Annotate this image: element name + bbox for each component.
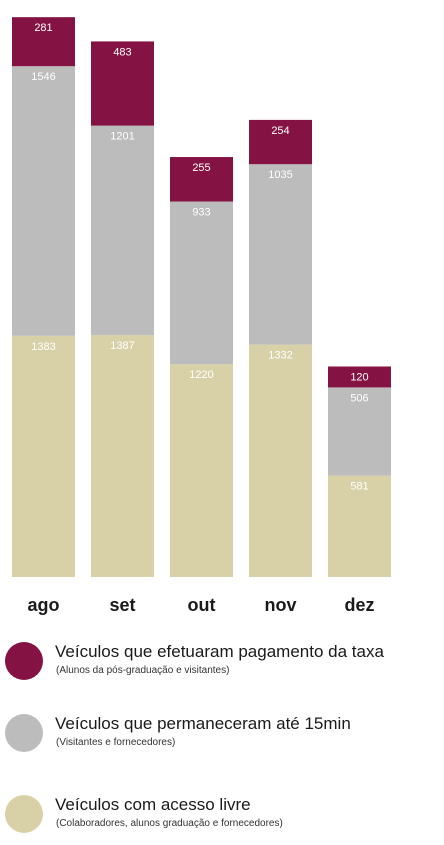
data-label-paid-set: 483: [113, 46, 131, 58]
bar-segment-free-dez: [328, 475, 391, 577]
legend-item-paid: Veículos que efetuaram pagamento da taxa…: [0, 642, 444, 692]
legend-item-free: Veículos com acesso livre (Colaboradores…: [0, 795, 444, 845]
bar-segment-visit15-out: [170, 201, 233, 365]
bar-segment-free-out: [170, 364, 233, 577]
bar-segment-visit15-ago: [12, 66, 75, 336]
bars-layer: 1383 1546 281 1387 1201 483 1220 933 255 1332 1035…: [12, 17, 391, 577]
bar-segment-visit15-set: [91, 125, 154, 336]
data-label-free-ago: 1383: [31, 341, 55, 353]
bar-segment-paid-out: [170, 157, 233, 202]
bar-segment-visit15-nov: [249, 164, 312, 345]
data-label-paid-ago: 281: [34, 22, 52, 34]
bar-segment-paid-dez: [328, 366, 391, 388]
data-label-free-set: 1387: [110, 340, 134, 352]
bar-segment-free-nov: [249, 344, 312, 577]
legend-swatch-15min: [5, 714, 43, 752]
legend-title-paid: Veículos que efetuaram pagamento da taxa: [55, 642, 384, 661]
bar-segment-visit15-dez: [328, 387, 391, 476]
legend-title-free: Veículos com acesso livre: [55, 795, 251, 814]
x-tick-label-set: set: [109, 595, 135, 615]
bar-segment-paid-ago: [12, 17, 75, 67]
data-label-visit15-ago: 1546: [31, 71, 55, 83]
x-tick-label-dez: dez: [344, 595, 374, 615]
data-label-free-dez: 581: [350, 481, 368, 493]
data-label-free-nov: 1332: [268, 350, 292, 362]
bar-segment-free-set: [91, 335, 154, 577]
data-label-visit15-out: 933: [192, 207, 210, 219]
data-label-paid-out: 255: [192, 162, 210, 174]
legend-subtitle-free: (Colaboradores, alunos graduação e forne…: [56, 818, 283, 829]
legend-title-15min: Veículos que permaneceram até 15min: [55, 714, 351, 733]
legend-subtitle-paid: (Alunos da pós-graduação e visitantes): [56, 665, 230, 676]
x-tick-label-ago: ago: [27, 595, 59, 615]
bar-segment-paid-set: [91, 41, 154, 126]
bar-segment-paid-nov: [249, 119, 312, 165]
x-axis-labels: ago set out nov dez: [27, 595, 374, 615]
legend-swatch-paid: [5, 642, 43, 680]
data-label-visit15-dez: 506: [350, 392, 368, 404]
legend-swatch-free: [5, 795, 43, 833]
bar-segment-free-ago: [12, 335, 75, 577]
data-label-free-out: 1220: [189, 369, 213, 381]
legend-subtitle-15min: (Visitantes e fornecedores): [56, 737, 176, 748]
legend-item-15min: Veículos que permaneceram até 15min (Vis…: [0, 714, 444, 764]
x-tick-label-nov: nov: [264, 595, 296, 615]
data-label-paid-nov: 254: [271, 125, 289, 137]
data-label-visit15-nov: 1035: [268, 169, 292, 181]
data-label-paid-dez: 120: [350, 371, 368, 383]
stacked-bar-chart: 1383 1546 281 1387 1201 483 1220 933 255 1332 1035…: [12, 17, 391, 615]
data-label-visit15-set: 1201: [110, 131, 134, 143]
x-tick-label-out: out: [188, 595, 216, 615]
